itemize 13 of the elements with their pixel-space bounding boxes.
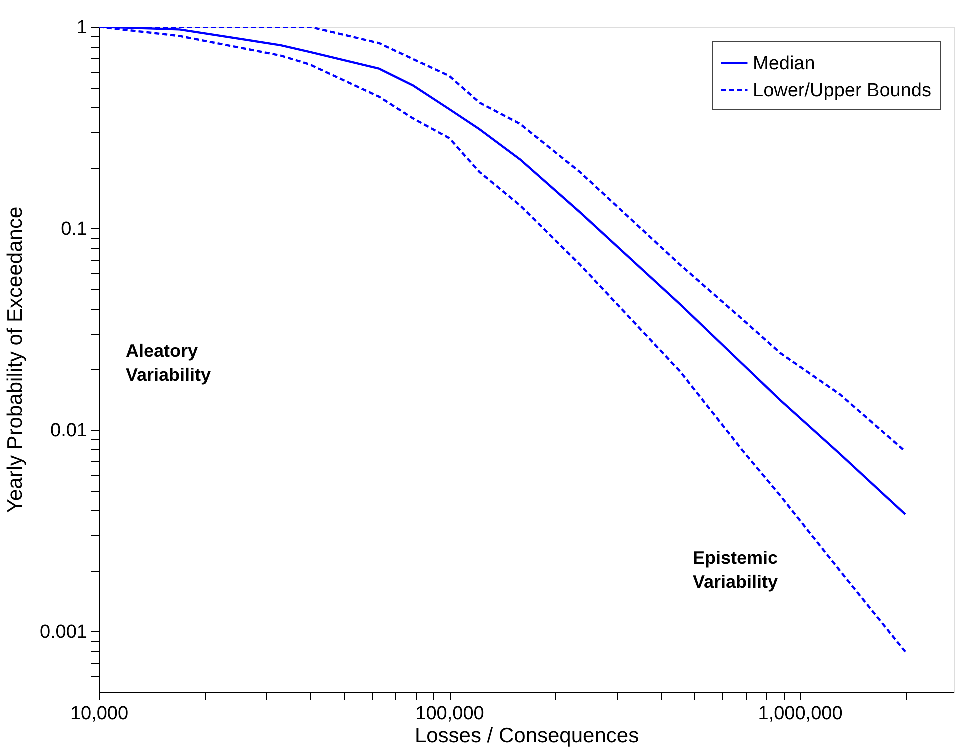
legend-label: Median (753, 54, 816, 74)
annotation: Aleatory Variability (126, 341, 212, 385)
x-tick-label: 10,000 (70, 704, 129, 724)
y-tick-label: 0.01 (50, 420, 88, 442)
x-tick-label: 1,000,000 (758, 704, 843, 724)
y-tick-label: 0.001 (40, 622, 88, 643)
y-tick-label: 1 (76, 18, 88, 38)
x-tick-label: 100,000 (416, 704, 484, 724)
y-tick-label: 0.1 (61, 218, 88, 240)
annotation: Epistemic Variability (693, 548, 778, 592)
y-axis-title: Yearly Probability of Exceedance (4, 206, 27, 514)
x-axis-title: Losses / Consequences (414, 724, 640, 748)
legend-label: Lower/Upper Bounds (753, 80, 932, 102)
